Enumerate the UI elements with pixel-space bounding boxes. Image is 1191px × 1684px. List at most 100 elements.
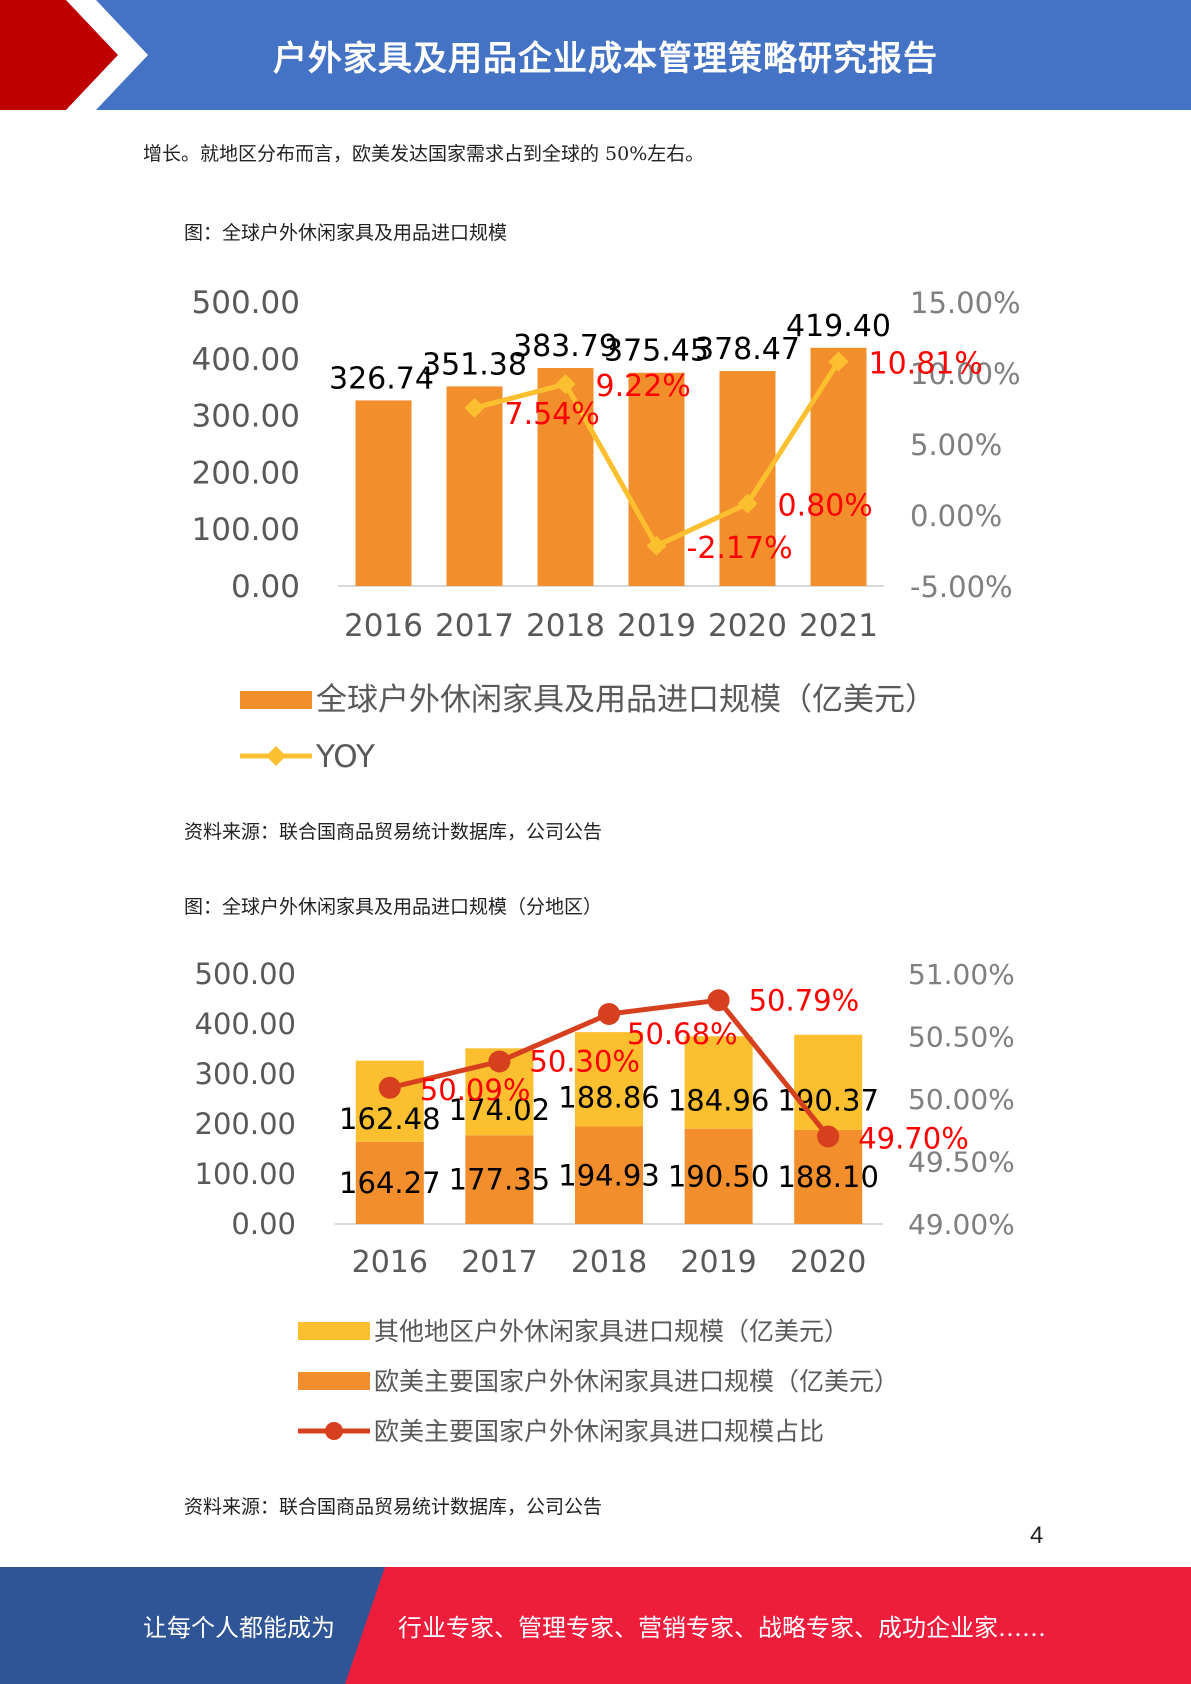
- y2-tick-label: 50.50%: [908, 1021, 1015, 1054]
- other-data-label: 184.96: [668, 1084, 769, 1118]
- chart-2-svg: 500.00 400.00 300.00 200.00 100.00 0.00 51.00…: [195, 957, 1015, 1446]
- figure1-caption: 图：全球户外休闲家具及用品进口规模: [184, 222, 508, 244]
- legend-diamond-marker: [266, 746, 286, 766]
- y2-tick-label: 5.00%: [910, 428, 1002, 462]
- page-header: 户外家具及用品企业成本管理策略研究报告: [0, 0, 1191, 110]
- y-tick-label: 300.00: [195, 1057, 296, 1091]
- x-tick-label: 2020: [790, 1245, 866, 1280]
- x-tick-label: 2016: [344, 608, 423, 644]
- share-marker-2017: [488, 1050, 511, 1073]
- x-tick-label: 2018: [571, 1245, 647, 1280]
- y-tick-label: 200.00: [192, 455, 300, 491]
- y-tick-label: 500.00: [195, 957, 296, 991]
- bar-2016: [355, 400, 412, 586]
- footer-banner: [0, 1567, 1191, 1684]
- bar-other-2018: [575, 1032, 643, 1127]
- other-data-label: 162.48: [339, 1102, 440, 1136]
- legend-swatch-other: [298, 1322, 370, 1340]
- bar-euus-2018: [575, 1126, 643, 1224]
- share-data-label: 50.30%: [529, 1045, 640, 1079]
- share-data-label: 50.68%: [627, 1017, 738, 1051]
- euus-data-label: 164.27: [339, 1166, 440, 1200]
- x-tick-label: 2016: [352, 1245, 428, 1280]
- x-tick-label: 2020: [708, 608, 787, 644]
- yoy-marker-2020: [737, 493, 758, 514]
- x-tick-label: 2019: [680, 1245, 756, 1280]
- y2-tick-label: 15.00%: [910, 286, 1021, 320]
- y-tick-label: 500.00: [192, 285, 300, 321]
- share-marker-2019: [707, 989, 730, 1012]
- footer-slogan-left: 让每个人都能成为: [143, 1614, 335, 1642]
- other-data-label: 190.37: [777, 1083, 878, 1117]
- y-tick-label: 100.00: [192, 512, 300, 548]
- y-tick-label: 300.00: [192, 399, 300, 435]
- euus-data-label: 190.50: [668, 1159, 769, 1193]
- legend-label-other: 其他地区户外休闲家具进口规模（亿美元）: [374, 1317, 849, 1346]
- yoy-data-label: 10.81%: [869, 346, 983, 381]
- other-data-label: 188.86: [558, 1080, 659, 1114]
- bar-2021: [810, 347, 867, 586]
- euus-data-label: 194.93: [558, 1158, 659, 1192]
- yoy-data-label: 0.80%: [778, 489, 873, 524]
- y-tick-label: 200.00: [195, 1107, 296, 1141]
- share-marker-2020: [817, 1125, 840, 1148]
- y2-tick-label: 50.00%: [908, 1083, 1015, 1116]
- legend-swatch-euus: [298, 1372, 370, 1390]
- share-data-label: 50.79%: [749, 983, 860, 1017]
- yoy-data-label: -2.17%: [687, 531, 793, 566]
- y2-tick-label: -5.00%: [910, 570, 1013, 604]
- header-red-arrow-shape: [0, 0, 118, 110]
- footer-slogan-right: 行业专家、管理专家、营销专家、战略专家、成功企业家……: [398, 1614, 1046, 1642]
- euus-data-label: 188.10: [777, 1160, 878, 1194]
- legend-circle-marker: [325, 1422, 343, 1440]
- yoy-marker-2021: [828, 351, 849, 372]
- chart-1: 500.00 400.00 300.00 200.00 100.00 0.00 15.00…: [180, 272, 1040, 792]
- y2-tick-label: 51.00%: [908, 958, 1015, 991]
- y-tick-label: 400.00: [192, 342, 300, 378]
- figure2-caption: 图：全球户外休闲家具及用品进口规模（分地区）: [184, 896, 603, 918]
- chart-2-legend: 其他地区户外休闲家具进口规模（亿美元） 欧美主要国家户外休闲家具进口规模（亿美元…: [298, 1317, 899, 1446]
- bar-euus-2019: [684, 1128, 753, 1224]
- yoy-data-label: 9.22%: [596, 369, 691, 404]
- yoy-marker-2018: [555, 374, 576, 395]
- figure2-source: 资料来源：联合国商品贸易统计数据库，公司公告: [184, 1496, 603, 1518]
- page-number: 4: [1030, 1522, 1044, 1549]
- chart-1-legend: 全球户外休闲家具及用品进口规模（亿美元） YOY: [240, 682, 936, 775]
- bar-2017: [446, 386, 503, 586]
- footer-blue-shape: [0, 1567, 385, 1684]
- bar-data-label: 375.45: [604, 334, 709, 369]
- bar-data-label: 378.47: [695, 332, 800, 367]
- y2-tick-label: 49.00%: [908, 1208, 1015, 1241]
- legend-label-euus: 欧美主要国家户外休闲家具进口规模（亿美元）: [374, 1367, 899, 1396]
- legend-label-imports: 全球户外休闲家具及用品进口规模（亿美元）: [316, 682, 936, 718]
- x-tick-label: 2018: [526, 608, 605, 644]
- legend-label-yoy: YOY: [315, 739, 375, 775]
- yoy-data-label: 7.54%: [505, 397, 600, 432]
- bar-other-2020: [794, 1034, 863, 1130]
- euus-data-label: 177.35: [449, 1163, 550, 1197]
- page-title: 户外家具及用品企业成本管理策略研究报告: [273, 38, 938, 79]
- yoy-marker-2019: [646, 535, 667, 556]
- page-footer: 让每个人都能成为 行业专家、管理专家、营销专家、战略专家、成功企业家……: [0, 1567, 1191, 1684]
- bar-other-2016: [355, 1060, 424, 1142]
- y-tick-label: 400.00: [195, 1007, 296, 1041]
- y2-tick-label: 49.50%: [908, 1146, 1015, 1179]
- yoy-marker-2017: [464, 397, 485, 418]
- x-tick-label: 2017: [435, 608, 514, 644]
- share-data-label: 50.09%: [420, 1073, 531, 1107]
- figure1-source: 资料来源：联合国商品贸易统计数据库，公司公告: [184, 821, 603, 843]
- bar-data-label: 383.79: [513, 329, 618, 364]
- legend-swatch-bar: [240, 691, 312, 709]
- bar-data-label: 326.74: [329, 361, 434, 396]
- x-tick-label: 2017: [461, 1245, 537, 1280]
- legend-label-share: 欧美主要国家户外休闲家具进口规模占比: [374, 1417, 824, 1446]
- y2-tick-label: 10.00%: [910, 357, 1021, 391]
- x-tick-label: 2021: [799, 608, 878, 644]
- y-tick-label: 0.00: [231, 569, 300, 605]
- y-tick-label: 0.00: [231, 1207, 296, 1241]
- bar-data-label: 419.40: [786, 309, 891, 344]
- y-tick-label: 100.00: [195, 1157, 296, 1191]
- bar-euus-2017: [465, 1135, 534, 1224]
- chart-2: 500.00 400.00 300.00 200.00 100.00 0.00 51.00…: [180, 944, 1040, 1464]
- body-paragraph: 增长。就地区分布而言，欧美发达国家需求占到全球的 50%左右。: [143, 143, 705, 165]
